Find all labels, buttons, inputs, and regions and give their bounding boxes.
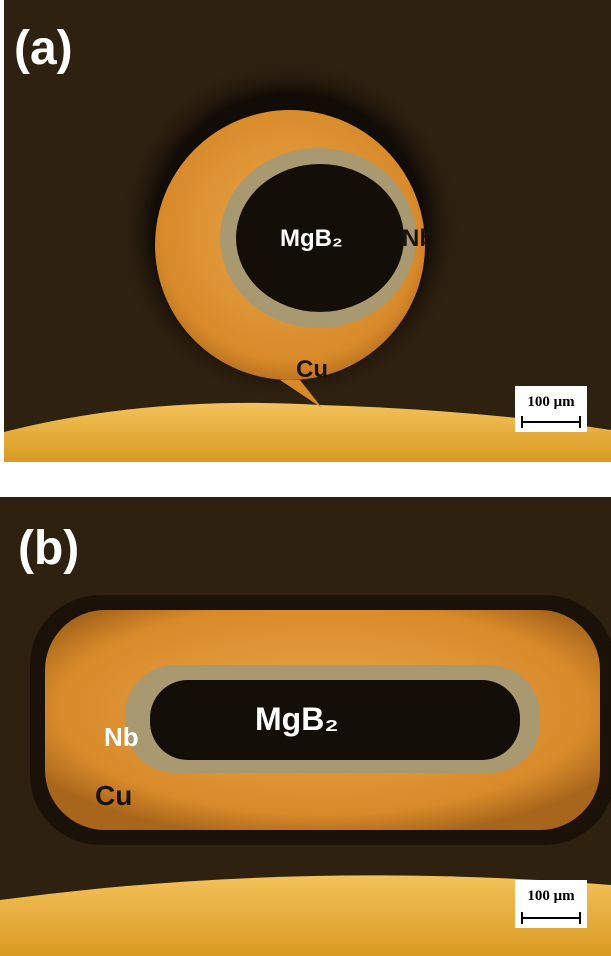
barrier-label: Nb: [402, 225, 434, 252]
sheath-label: Cu: [95, 780, 132, 811]
panel-label: (b): [18, 522, 79, 575]
scale-label: 100 μm: [527, 888, 575, 904]
sheath-label: Cu: [296, 356, 328, 383]
figure: 100 μm (a) MgB₂ Nb Cu 100 μm (b) MgB₂ Nb…: [0, 0, 611, 956]
panel-a: 100 μm (a) MgB₂ Nb Cu: [4, 0, 611, 462]
core-label: MgB₂: [280, 225, 343, 252]
panel-b: 100 μm (b) MgB₂ Nb Cu: [0, 497, 611, 956]
barrier-label: Nb: [104, 722, 139, 752]
scale-label: 100 μm: [527, 394, 575, 410]
core-label: MgB₂: [255, 701, 339, 737]
panel-label: (a): [14, 22, 73, 75]
